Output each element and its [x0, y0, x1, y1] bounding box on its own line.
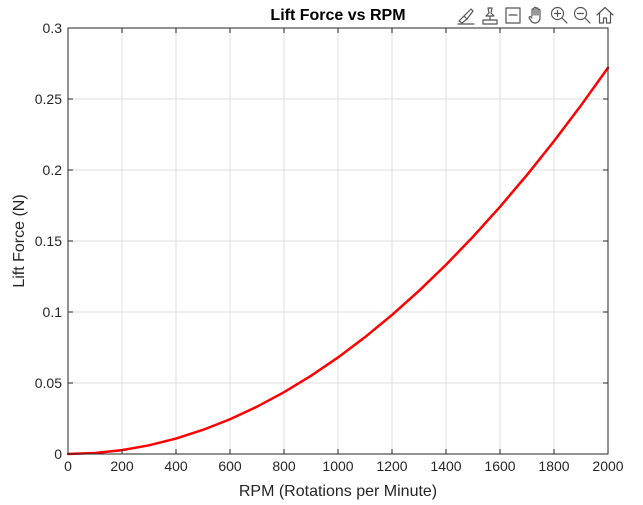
x-tick-label: 600	[218, 458, 242, 474]
x-tick-label: 1000	[322, 458, 353, 474]
data-point	[499, 206, 501, 208]
x-tick-label: 1400	[430, 458, 461, 474]
zoom-out-icon[interactable]	[572, 5, 592, 25]
x-tick-label: 800	[272, 458, 296, 474]
data-point	[472, 235, 474, 238]
data-point	[310, 374, 312, 377]
y-axis-label: Lift Force (N)	[11, 194, 28, 287]
x-tick-label: 1800	[538, 458, 569, 474]
data-point	[337, 356, 339, 359]
x-tick-label: 400	[164, 458, 188, 474]
restore-view-icon[interactable]	[503, 5, 523, 25]
x-axis-label: RPM (Rotations per Minute)	[239, 483, 437, 500]
data-point	[229, 418, 231, 421]
x-tick-label: 1600	[484, 458, 515, 474]
x-tick-label: 200	[110, 458, 134, 474]
y-tick-label: 0.25	[35, 91, 62, 107]
data-point	[256, 405, 258, 408]
y-tick-label: 0.05	[35, 375, 62, 391]
y-tick-label: 0.2	[43, 162, 63, 178]
data-point	[283, 391, 285, 394]
y-tick-label: 0	[54, 446, 62, 462]
data-point	[445, 263, 447, 266]
data-point	[418, 290, 420, 292]
pan-icon[interactable]	[526, 5, 546, 25]
data-point	[553, 140, 555, 142]
y-axis-ticks: 0 0.05 0.1 0.15 0.2 0.25 0.3	[35, 20, 608, 462]
brush-data-icon[interactable]	[456, 5, 476, 25]
data-point	[526, 174, 528, 176]
zoom-in-icon[interactable]	[549, 5, 569, 25]
x-tick-label: 2000	[592, 458, 623, 474]
x-tick-label: 0	[64, 458, 72, 474]
x-tick-label: 1200	[376, 458, 407, 474]
y-tick-label: 0.15	[35, 233, 62, 249]
home-icon[interactable]	[595, 5, 615, 25]
data-tips-icon[interactable]	[480, 5, 500, 25]
x-axis-ticks: 0 200 400 600 800 1000 1200 1400 1600 1800 2000	[64, 28, 624, 474]
data-point	[580, 104, 582, 107]
data-point	[364, 336, 366, 338]
data-point	[391, 314, 393, 316]
y-tick-label: 0.3	[43, 20, 63, 36]
data-point	[175, 437, 177, 440]
axes-toolbar	[456, 5, 615, 25]
y-tick-label: 0.1	[43, 304, 63, 320]
data-point	[148, 444, 150, 447]
chart-title: Lift Force vs RPM	[270, 7, 405, 24]
data-point	[94, 452, 96, 454]
data-point	[202, 429, 204, 431]
